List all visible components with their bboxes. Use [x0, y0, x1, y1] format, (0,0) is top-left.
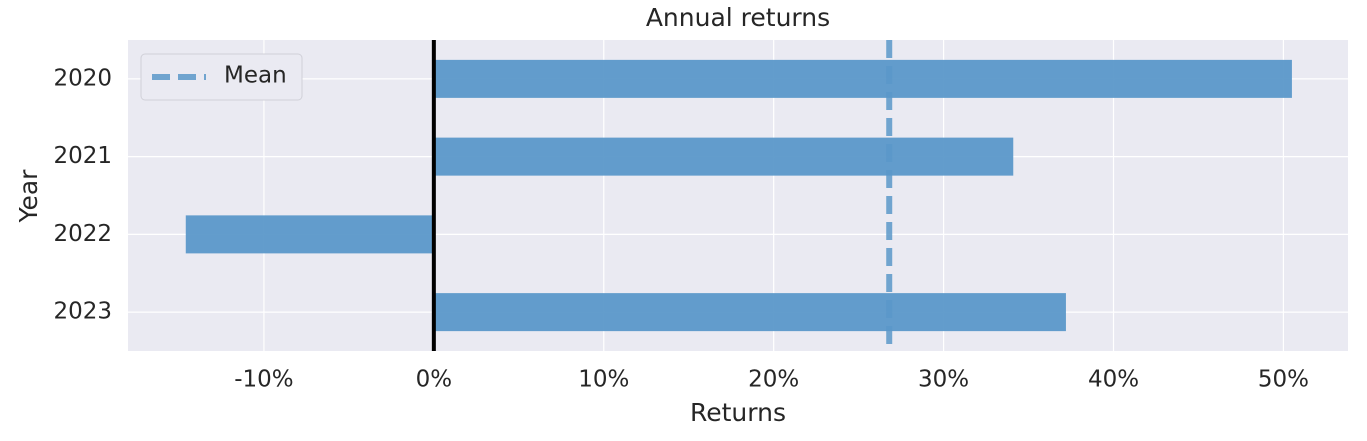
legend-label: Mean	[224, 63, 287, 89]
bar	[185, 215, 434, 254]
y-tick-label: 2022	[53, 221, 112, 247]
x-tick-label: 20%	[748, 367, 799, 393]
x-tick-label: 0%	[416, 367, 453, 393]
x-tick-label: 40%	[1088, 367, 1139, 393]
legend-box	[140, 53, 303, 101]
bar	[433, 59, 1292, 98]
x-axis-label: Returns	[690, 398, 786, 427]
x-tick-label: 50%	[1258, 367, 1309, 393]
y-tick-label: 2023	[53, 299, 112, 325]
x-tick-label: 30%	[918, 367, 969, 393]
y-axis-label: Year	[14, 169, 43, 224]
x-tick-label: 10%	[578, 367, 629, 393]
y-tick-label: 2020	[53, 65, 112, 91]
bar	[433, 293, 1066, 332]
y-tick-label: 2021	[53, 143, 112, 169]
bar	[433, 137, 1014, 176]
x-tick-label: -10%	[234, 367, 293, 393]
chart-title: Annual returns	[646, 3, 830, 32]
